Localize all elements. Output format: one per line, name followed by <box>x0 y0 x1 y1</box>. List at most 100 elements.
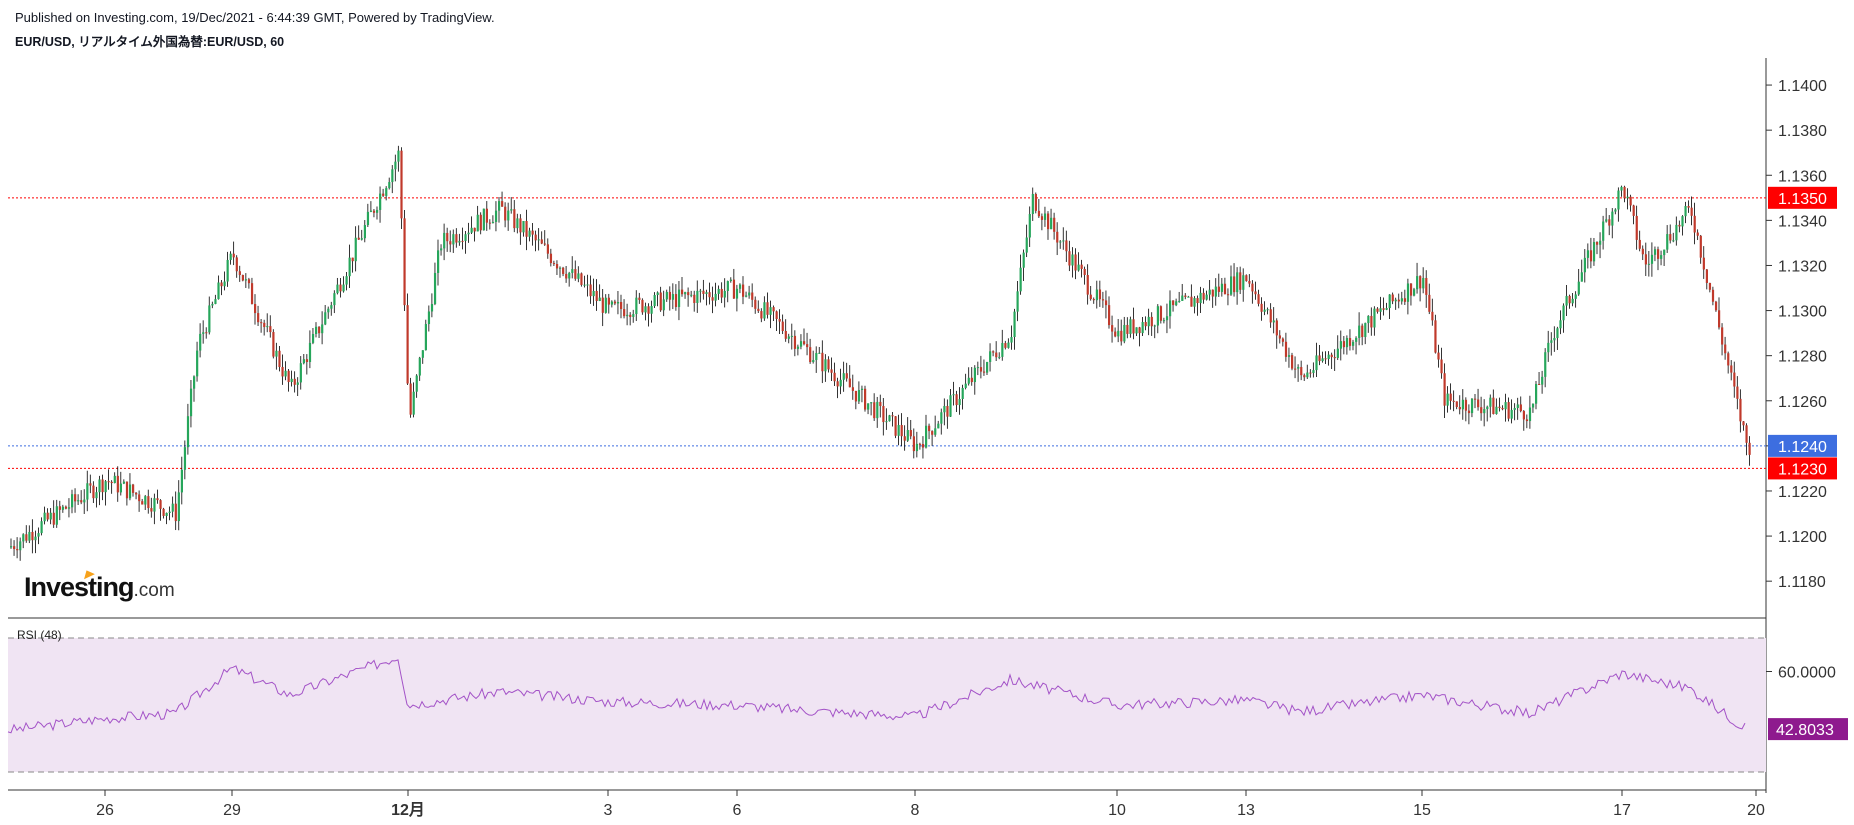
candle-body <box>1446 393 1449 406</box>
candle-body <box>876 401 879 419</box>
candle-body <box>199 333 202 351</box>
candle-body <box>128 484 132 499</box>
candle-body <box>1583 257 1586 273</box>
candle-body <box>1443 373 1446 406</box>
candle-body <box>1434 320 1437 353</box>
candle-body <box>418 357 421 376</box>
candle-body <box>193 376 196 389</box>
candle-body <box>241 274 244 281</box>
price-tick-label: 1.1180 <box>1778 574 1826 591</box>
candle-body <box>226 259 229 282</box>
time-tick-label: 6 <box>733 802 742 819</box>
candle-body <box>665 291 668 300</box>
candle-body <box>967 377 970 384</box>
candle-body <box>1016 291 1019 312</box>
candle-body <box>568 272 571 279</box>
price-tick-label: 1.1340 <box>1778 213 1827 230</box>
candle-body <box>1233 276 1236 293</box>
candle-body <box>1711 289 1715 302</box>
candle-body <box>498 201 501 211</box>
candle-body <box>1397 299 1400 302</box>
candle-body <box>1068 251 1071 266</box>
candle-body <box>150 508 153 512</box>
candle-body <box>662 299 665 311</box>
candle-body <box>982 371 986 373</box>
rsi-label: RSI (48) <box>17 628 62 642</box>
candle-body <box>1242 275 1245 290</box>
candle-body <box>723 290 726 298</box>
candle-body <box>171 503 174 512</box>
candle-body <box>921 443 925 448</box>
candle-body <box>891 415 894 417</box>
candle-body <box>1291 355 1294 369</box>
candle-body <box>1175 301 1178 306</box>
candle-body <box>784 331 787 339</box>
candle-body <box>1199 292 1202 304</box>
candle-body <box>1184 295 1187 297</box>
candle-body <box>1193 298 1196 307</box>
time-tick-label: 12月 <box>391 801 425 819</box>
candle-body <box>1013 311 1016 338</box>
candle-body <box>238 271 241 275</box>
candle-body <box>1141 322 1144 334</box>
candle-body <box>1318 355 1321 362</box>
candle-body <box>1129 319 1132 334</box>
candle-body <box>1629 196 1632 206</box>
candle-body <box>516 218 519 229</box>
candle-body <box>1050 217 1053 230</box>
candle-body <box>1104 300 1108 306</box>
candle-body <box>1095 289 1098 301</box>
candle-body <box>412 391 415 415</box>
candle-body <box>257 313 260 323</box>
candle-body <box>116 475 119 493</box>
time-ticks: 26 29 12月 3 6 8 10 13 15 17 20 <box>96 790 1765 819</box>
candle-body <box>147 496 150 509</box>
candle-body <box>1663 249 1666 256</box>
candle-body <box>1254 291 1257 295</box>
candle-body <box>934 428 937 435</box>
candle-body <box>1718 310 1721 328</box>
candle-body <box>1236 272 1239 293</box>
candle-body <box>494 210 498 222</box>
candle-body <box>623 309 626 317</box>
candle-body <box>986 361 989 373</box>
candle-body <box>107 481 110 483</box>
time-tick-label: 10 <box>1108 802 1126 819</box>
candle-body <box>125 481 129 499</box>
candle-body <box>760 311 763 319</box>
candle-body <box>1486 406 1489 410</box>
rsi-line <box>7 659 1746 734</box>
candle-body <box>1510 409 1513 419</box>
candle-body <box>263 322 266 328</box>
candle-body <box>650 306 653 314</box>
candle-body <box>217 282 220 300</box>
candle-body <box>214 299 217 304</box>
candle-body <box>549 253 553 264</box>
candle-body <box>1626 196 1629 199</box>
candle-body <box>284 370 287 377</box>
candle-body <box>552 263 556 265</box>
candle-body <box>1504 402 1507 410</box>
candle-body <box>1660 255 1663 259</box>
candle-body <box>735 288 739 299</box>
candle-body <box>1278 335 1281 339</box>
candle-body <box>1144 322 1147 327</box>
candle-body <box>211 303 214 306</box>
candle-body <box>1571 298 1574 304</box>
candle-body <box>677 289 681 308</box>
candle-body <box>949 395 952 417</box>
candle-body <box>16 549 19 551</box>
candle-body <box>1324 358 1327 360</box>
candle-body <box>830 369 833 373</box>
candle-body <box>25 534 28 541</box>
candle-body <box>1294 368 1297 370</box>
candle-body <box>1300 367 1303 376</box>
candle-body <box>1376 308 1379 312</box>
candle-body <box>80 500 83 503</box>
price-tick-label: 1.1220 <box>1778 484 1827 501</box>
candle-body <box>720 288 723 298</box>
candle-body <box>1098 289 1102 300</box>
candle-body <box>1470 398 1474 414</box>
candle-body <box>74 494 77 502</box>
